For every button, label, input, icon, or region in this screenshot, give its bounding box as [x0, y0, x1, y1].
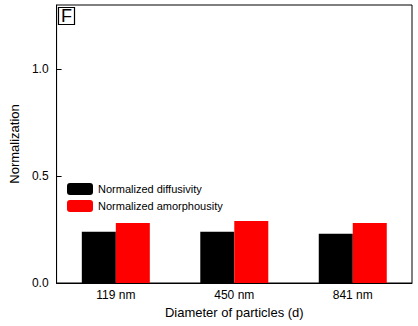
svg-text:Normalized amorphousity: Normalized amorphousity [98, 200, 223, 212]
svg-text:Diameter of particles (d): Diameter of particles (d) [165, 305, 304, 320]
svg-text:119 nm: 119 nm [96, 288, 135, 302]
svg-text:1.0: 1.0 [32, 62, 49, 76]
svg-text:Normalized diffusivity: Normalized diffusivity [98, 183, 202, 195]
svg-text:450 nm: 450 nm [214, 288, 254, 302]
svg-text:0.5: 0.5 [32, 169, 49, 183]
svg-text:F: F [61, 6, 72, 26]
svg-text:Normalization: Normalization [7, 104, 22, 183]
svg-text:841 nm: 841 nm [333, 288, 373, 302]
svg-text:0.0: 0.0 [32, 276, 49, 290]
